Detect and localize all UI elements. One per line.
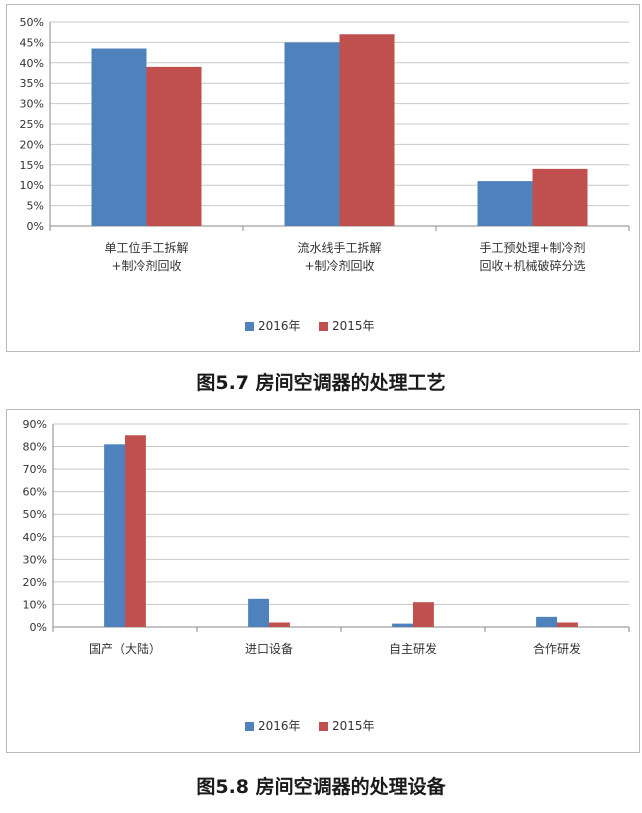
x-category-label: 回收+机械破碎分选 [479, 258, 585, 273]
y-tick-label: 10% [20, 179, 44, 192]
bar-2016-1 [284, 42, 340, 227]
bar-2016-3 [536, 616, 557, 627]
legend-label: 2015年 [332, 319, 375, 333]
x-category-label: 合作研发 [533, 641, 581, 656]
y-tick-label: 60% [23, 486, 47, 499]
bar-2016-1 [248, 598, 269, 627]
y-tick-label: 5% [27, 200, 44, 213]
y-tick-label: 0% [27, 220, 44, 233]
y-tick-label: 0% [30, 621, 47, 634]
x-category-label: +制冷剂回收 [111, 258, 181, 273]
y-tick-label: 25% [20, 118, 44, 131]
chart-equipment: 0% 10% 20% 30% 40% 50% 60% 70% 80% 90% 国产（大陆） 进口设备 自… [23, 418, 630, 733]
bar-2015-0 [125, 435, 146, 627]
legend-swatch-2015 [319, 322, 328, 331]
legend-swatch-2016 [245, 722, 254, 731]
y-tick-label: 10% [23, 598, 47, 611]
x-category-label: 自主研发 [389, 641, 437, 656]
bar-2015-3 [557, 622, 578, 627]
figure-caption-equipment: 图5.8 房间空调器的处理设备 [196, 776, 446, 798]
legend-swatch-2016 [245, 322, 254, 331]
legend-label: 2015年 [332, 719, 375, 733]
figure-caption-process: 图5.7 房间空调器的处理工艺 [196, 372, 446, 394]
y-tick-label: 90% [23, 418, 47, 431]
bar-2016-0 [104, 444, 125, 627]
bar-2015-1 [269, 622, 290, 627]
y-tick-label: 80% [23, 441, 47, 454]
y-tick-label: 30% [23, 553, 47, 566]
bar-2016-0 [91, 48, 147, 226]
y-tick-label: 15% [20, 159, 44, 172]
chart-process: 0% 5% 10% 15% 20% 25% 30% 35% 40% 45% 50% 单工位手工拆解 +制… [20, 16, 630, 333]
y-tick-label: 70% [23, 463, 47, 476]
legend-label: 2016年 [258, 319, 301, 333]
y-tick-label: 20% [20, 138, 44, 151]
bar-2015-0 [146, 66, 202, 226]
bar-2016-2 [477, 181, 533, 226]
x-category-label: 手工预处理+制冷剂 [479, 240, 585, 255]
y-tick-label: 50% [23, 508, 47, 521]
y-tick-label: 40% [20, 57, 44, 70]
y-tick-label: 40% [23, 531, 47, 544]
chart-panel-equipment: 0% 10% 20% 30% 40% 50% 60% 70% 80% 90% 国产（大陆） 进口设备 自… [6, 409, 640, 753]
y-tick-label: 45% [20, 36, 44, 49]
y-tick-label: 20% [23, 576, 47, 589]
chart-panel-process: 0% 5% 10% 15% 20% 25% 30% 35% 40% 45% 50% 单工位手工拆解 +制… [6, 4, 640, 352]
x-category-label: 单工位手工拆解 [104, 240, 188, 255]
y-tick-label: 50% [20, 16, 44, 29]
legend-label: 2016年 [258, 719, 301, 733]
bar-2016-2 [392, 623, 413, 627]
bar-2015-2 [532, 168, 588, 226]
legend-swatch-2015 [319, 722, 328, 731]
x-category-label: +制冷剂回收 [304, 258, 374, 273]
bar-2015-2 [413, 602, 434, 627]
bar-2015-1 [339, 34, 395, 227]
x-category-label: 流水线手工拆解 [297, 240, 381, 255]
y-tick-label: 30% [20, 98, 44, 111]
x-category-label: 国产（大陆） [89, 641, 161, 656]
x-category-label: 进口设备 [245, 642, 293, 656]
y-tick-label: 35% [20, 77, 44, 90]
